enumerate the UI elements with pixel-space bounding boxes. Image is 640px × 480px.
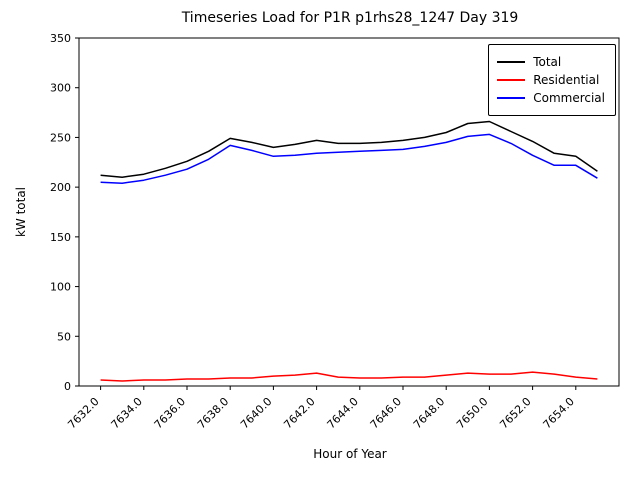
svg-text:7654.0: 7654.0 [541, 395, 577, 431]
svg-text:7638.0: 7638.0 [195, 395, 231, 431]
svg-text:350: 350 [50, 32, 71, 45]
legend-item-total: Total [497, 55, 605, 69]
legend-swatch-total [497, 61, 526, 63]
legend-label-residential: Residential [533, 73, 600, 87]
svg-text:7648.0: 7648.0 [411, 395, 447, 431]
legend-swatch-commercial [497, 97, 526, 99]
svg-text:100: 100 [50, 281, 71, 294]
legend-swatch-residential [497, 79, 526, 81]
svg-text:200: 200 [50, 181, 71, 194]
legend-label-commercial: Commercial [533, 91, 605, 105]
svg-text:250: 250 [50, 131, 71, 144]
svg-text:300: 300 [50, 82, 71, 95]
legend-item-commercial: Commercial [497, 91, 605, 105]
chart-title: Timeseries Load for P1R p1rhs28_1247 Day… [181, 10, 519, 26]
legend-item-residential: Residential [497, 73, 605, 87]
svg-text:7644.0: 7644.0 [325, 395, 361, 431]
svg-text:0: 0 [64, 380, 71, 393]
svg-text:7650.0: 7650.0 [454, 395, 490, 431]
legend-label-total: Total [533, 55, 562, 69]
y-axis-label: kW total [14, 186, 28, 238]
legend: Total Residential Commercial [488, 44, 616, 116]
svg-text:7632.0: 7632.0 [65, 395, 101, 431]
svg-text:7636.0: 7636.0 [152, 395, 188, 431]
svg-text:7634.0: 7634.0 [109, 395, 145, 431]
svg-text:7640.0: 7640.0 [238, 395, 274, 431]
svg-text:7652.0: 7652.0 [497, 395, 533, 431]
svg-text:7642.0: 7642.0 [281, 395, 317, 431]
svg-text:50: 50 [57, 330, 71, 343]
svg-text:150: 150 [50, 231, 71, 244]
svg-text:7646.0: 7646.0 [368, 395, 404, 431]
x-axis-label: Hour of Year [313, 447, 387, 461]
